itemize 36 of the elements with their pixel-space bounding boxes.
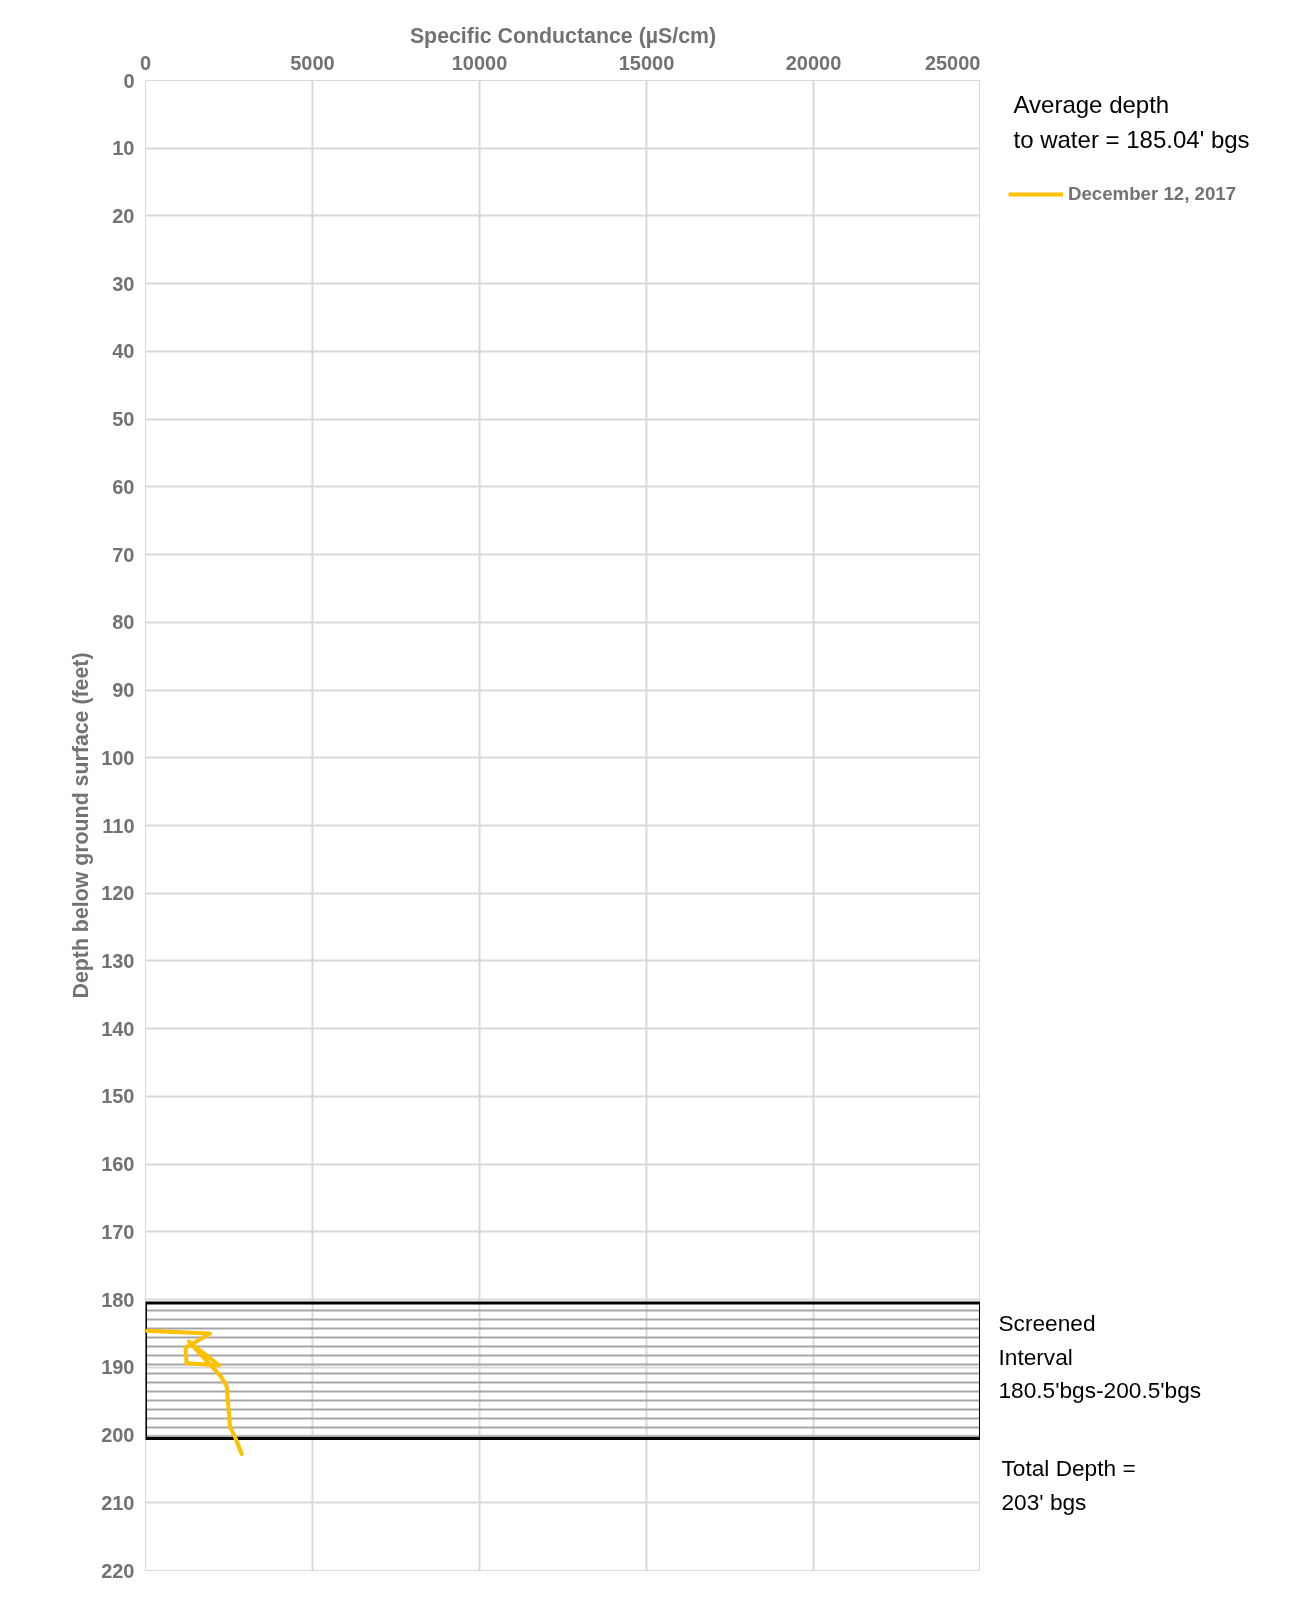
y-tick-label: 50: [112, 408, 135, 431]
y-tick-label: 140: [101, 1017, 135, 1040]
x-tick-label: 20000: [785, 51, 842, 74]
y-tick-label: 60: [112, 475, 135, 498]
y-tick-label: 160: [101, 1153, 135, 1176]
text: Average depth to water = 185.04' bgs: [1013, 90, 1250, 153]
x-axis-title: Specific Conductance (µS/cm): [409, 23, 717, 48]
y-tick-label: 0: [123, 69, 135, 92]
x-tick-label: 25000: [924, 51, 981, 74]
x-tick-label: 10000: [451, 51, 508, 74]
band-label: Screened Interval 180.5'bgs-200.5'bgs: [998, 1309, 1202, 1404]
line-series: [145, 1328, 244, 1457]
legend-label: December 12, 2017: [1068, 183, 1237, 205]
y-tick-label: 30: [112, 272, 135, 295]
x-tick-label: 0: [139, 51, 152, 74]
y-tick-label: 150: [101, 1085, 135, 1108]
y-tick-label: 40: [112, 340, 135, 363]
y-tick-label: 200: [101, 1424, 135, 1447]
y-tick-label: 20: [112, 204, 135, 227]
y-tick-label: 210: [101, 1491, 135, 1514]
y-tick-label: 170: [101, 1220, 135, 1243]
y-tick-label: 190: [101, 1356, 135, 1379]
y-axis-title: Depth below ground surface (feet): [69, 652, 94, 999]
y-tick-label: 10: [112, 137, 135, 160]
y-tick-label: 80: [112, 611, 135, 634]
y-tick-label: 220: [101, 1559, 135, 1582]
x-tick-label: 15000: [618, 51, 675, 74]
y-tick-label: 130: [101, 949, 135, 972]
y-tick-label: 70: [112, 543, 135, 566]
y-tick-label: 90: [112, 679, 135, 702]
x-tick-label: 5000: [290, 51, 335, 74]
y-tick-label: 180: [101, 1288, 135, 1311]
y-tick-label: 120: [101, 882, 135, 905]
text: Total Depth = 203' bgs: [1001, 1455, 1136, 1516]
y-tick-label: 110: [102, 814, 135, 837]
y-tick-label: 100: [101, 746, 135, 769]
